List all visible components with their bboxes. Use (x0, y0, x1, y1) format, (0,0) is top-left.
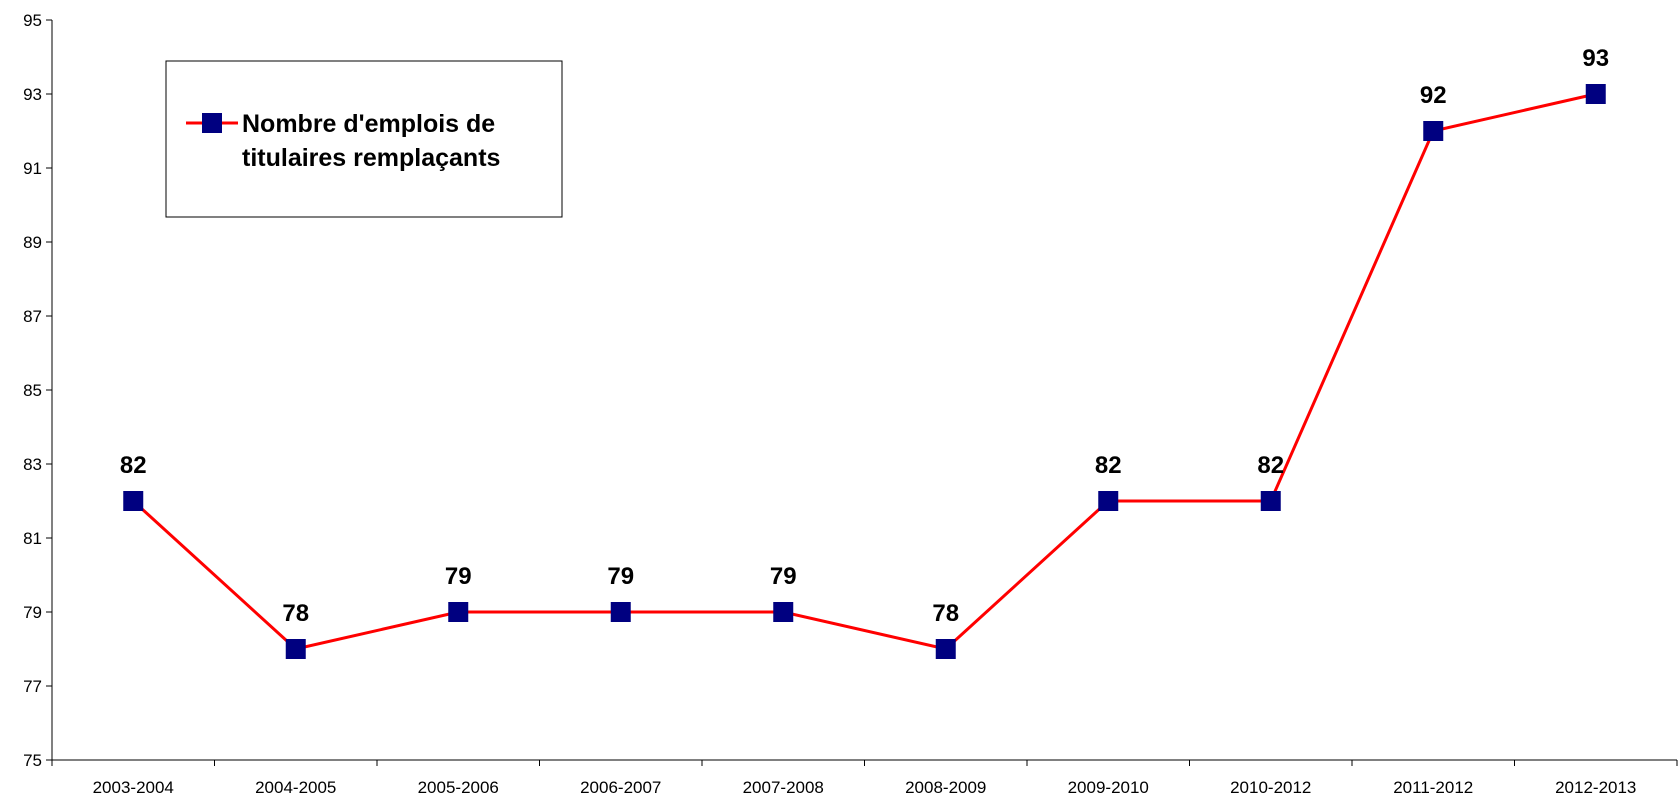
data-label: 79 (770, 563, 797, 590)
data-point-marker (123, 491, 144, 511)
data-point-marker (1423, 121, 1444, 141)
data-labels: 82 78 79 79 79 78 82 82 92 93 (120, 45, 1609, 627)
data-label: 79 (607, 563, 634, 590)
y-tick-label: 81 (23, 529, 42, 548)
data-label: 78 (932, 600, 959, 627)
data-point-marker (285, 639, 306, 659)
data-label: 78 (282, 600, 309, 627)
data-point-marker (610, 602, 631, 622)
y-tick-label: 91 (23, 159, 42, 178)
x-tick-label: 2005-2006 (418, 778, 499, 797)
legend-marker-swatch (202, 113, 222, 133)
x-tick-label: 2008-2009 (905, 778, 986, 797)
data-point-marker (1260, 491, 1281, 511)
x-tick-label: 2007-2008 (743, 778, 824, 797)
y-tick-label: 75 (23, 751, 42, 770)
x-tick-label: 2012-2013 (1555, 778, 1636, 797)
y-tick-label: 85 (23, 381, 42, 400)
y-tick-label: 87 (23, 307, 42, 326)
x-axis-ticks: 2003-2004 2004-2005 2005-2006 2006-2007 2007… (51, 760, 1678, 797)
data-label: 92 (1420, 82, 1447, 109)
data-point-marker (935, 639, 956, 659)
x-tick-label: 2006-2007 (580, 778, 661, 797)
x-tick-label: 2011-2012 (1393, 778, 1473, 797)
data-point-marker (1585, 84, 1606, 104)
y-tick-label: 77 (23, 677, 42, 696)
data-label: 93 (1582, 45, 1609, 72)
x-tick-label: 2010-2012 (1230, 778, 1311, 797)
legend-label-line-1: Nombre d'emplois de (242, 110, 495, 138)
y-tick-label: 83 (23, 455, 42, 474)
legend: Nombre d'emplois de titulaires remplaçan… (165, 60, 563, 218)
y-tick-label: 89 (23, 233, 42, 252)
data-label: 82 (1257, 452, 1284, 479)
data-label: 82 (120, 452, 147, 479)
data-point-marker (1098, 491, 1119, 511)
y-axis-ticks: 75 77 79 81 83 85 87 89 91 93 95 (23, 11, 52, 770)
x-tick-label: 2004-2005 (255, 778, 336, 797)
y-tick-label: 79 (23, 603, 42, 622)
x-tick-label: 2009-2010 (1068, 778, 1149, 797)
legend-box (165, 60, 563, 218)
x-tick-label: 2003-2004 (93, 778, 174, 797)
legend-label-line-2: titulaires remplaçants (242, 144, 500, 172)
series-line (132, 92, 1597, 651)
data-point-marker (773, 602, 794, 622)
data-label: 82 (1095, 452, 1122, 479)
data-label: 79 (445, 563, 472, 590)
data-point-marker (448, 602, 469, 622)
y-tick-label: 95 (23, 11, 42, 30)
y-tick-label: 93 (23, 85, 42, 104)
series-group (123, 84, 1606, 659)
